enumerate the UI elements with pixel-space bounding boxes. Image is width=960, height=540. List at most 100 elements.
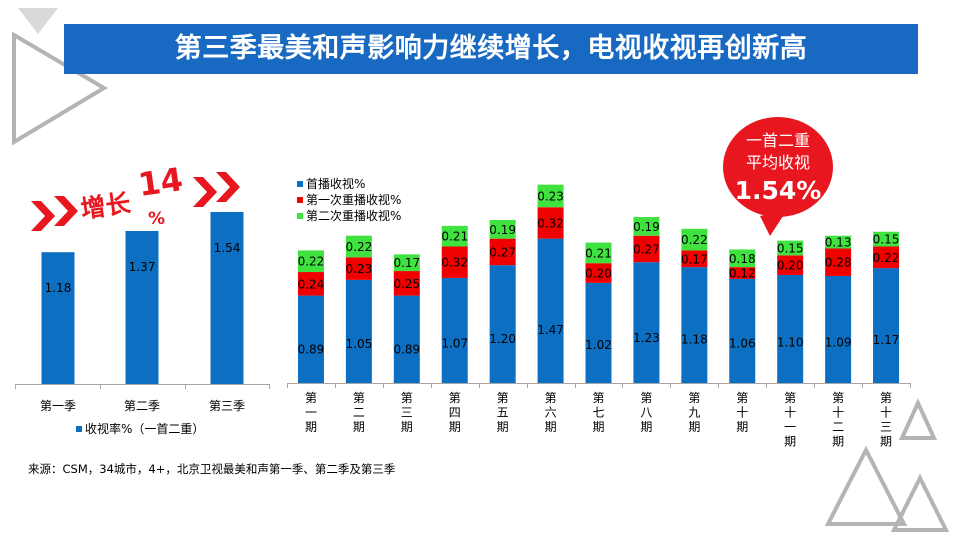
segment-value-label: 0.89 [298,342,325,356]
deco-triangle-right-corner [890,473,950,532]
callout-value: 1.54% [735,176,822,205]
segment-first-airing [489,265,516,383]
segment-second-rerun [393,254,420,272]
deco-triangle-filled-left [18,8,58,34]
segment-second-rerun [585,242,612,264]
segment-first-rerun [633,235,660,263]
growth-chevron-icon [193,177,217,207]
segment-value-label: 0.22 [346,240,373,254]
callout-line1: 一首二重 [746,131,810,150]
growth-label: 增长 [79,188,134,224]
segment-second-rerun [537,184,564,208]
segment-value-label: 0.20 [777,259,804,273]
legend-swatch [297,181,303,187]
segment-second-rerun [825,235,852,249]
category-label: 第十期 [736,391,748,434]
category-label: 第一季 [40,399,76,413]
segment-second-rerun [345,235,372,258]
segment-first-rerun [585,263,612,283]
callout-line2: 平均收视 [746,153,810,172]
category-label: 第七期 [592,391,604,434]
segment-value-label: 1.10 [777,335,804,349]
segment-value-label: 1.18 [681,333,708,347]
segment-value-label: 0.22 [298,255,325,269]
segment-second-rerun [633,217,660,236]
segment-value-label: 0.20 [585,267,612,281]
segment-value-label: 0.25 [393,277,420,291]
segment-second-rerun [729,249,756,268]
segment-first-rerun [537,207,564,239]
segment-first-rerun [489,238,516,266]
segment-first-airing [825,275,852,383]
segment-value-label: 0.19 [489,223,516,237]
category-label: 第二季 [124,399,160,413]
bar-value-label: 1.18 [45,281,72,295]
deco-triangle-right-small [898,398,938,440]
segment-first-rerun [297,272,324,296]
growth-unit: % [148,209,165,229]
category-label: 第三期 [401,391,413,434]
segment-first-rerun [873,246,900,269]
category-label: 第十三期 [880,391,892,449]
category-label: 第九期 [688,391,700,434]
segment-value-label: 1.05 [346,337,373,351]
segment-first-airing [441,277,468,383]
growth-chevron-icon [54,196,78,226]
segment-value-label: 1.47 [537,323,564,337]
category-label: 第四期 [449,391,461,434]
legend-swatch [297,213,303,219]
segment-first-airing [537,238,564,383]
segment-value-label: 0.27 [633,242,660,256]
segment-value-label: 1.20 [489,332,516,346]
segment-first-airing [393,295,420,383]
segment-value-label: 0.89 [393,342,420,356]
segment-value-label: 0.17 [681,252,708,266]
segment-first-rerun [393,271,420,296]
deco-triangle-right-large [824,445,908,526]
segment-value-label: 0.15 [873,233,900,247]
segment-value-label: 0.21 [441,230,468,244]
legend-label: 首播收视% [306,176,365,191]
segment-value-label: 1.06 [729,337,756,351]
segment-first-airing [777,274,804,383]
legend-label: 收视率%（一首二重） [85,421,204,436]
legend-swatch [297,197,303,203]
segment-value-label: 0.23 [346,262,373,276]
segment-value-label: 0.18 [729,252,756,266]
source-note: 来源：CSM，34城市，4+，北京卫视最美和声第一季、第二季及第三季 [28,462,396,476]
segment-second-rerun [489,219,516,239]
segment-first-rerun [441,246,468,278]
segment-second-rerun [777,240,804,256]
segment-value-label: 0.27 [489,245,516,259]
category-label: 第六期 [545,391,557,434]
title-bar: 第三季最美和声影响力继续增长，电视收视再创新高 [64,24,918,74]
segment-first-rerun [729,267,756,279]
deco-triangle-outline-left [12,31,108,146]
segment-value-label: 0.22 [681,233,708,247]
category-label: 第八期 [640,391,652,434]
segment-value-label: 0.15 [777,241,804,255]
bar-1 [41,252,75,384]
bar-3 [210,211,244,384]
segment-value-label: 0.23 [537,189,564,203]
segment-value-label: 0.17 [393,256,420,270]
category-label: 第十二期 [832,391,844,449]
segment-value-label: 0.28 [825,256,852,270]
bar-value-label: 1.37 [129,260,156,274]
segment-value-label: 1.23 [633,331,660,345]
segment-second-rerun [441,225,468,247]
segment-first-airing [681,267,708,383]
segment-first-rerun [345,257,372,280]
legend-swatch [76,426,82,432]
category-label: 第十一期 [784,391,796,449]
segment-value-label: 0.19 [633,220,660,234]
category-label: 第二期 [353,391,365,434]
legend-label: 第一次重播收视% [306,192,401,207]
segment-value-label: 1.07 [441,336,468,350]
segment-first-airing [729,278,756,383]
segment-value-label: 0.13 [825,236,852,250]
legend-label: 第二次重播收视% [306,208,401,223]
segment-first-rerun [681,250,708,268]
